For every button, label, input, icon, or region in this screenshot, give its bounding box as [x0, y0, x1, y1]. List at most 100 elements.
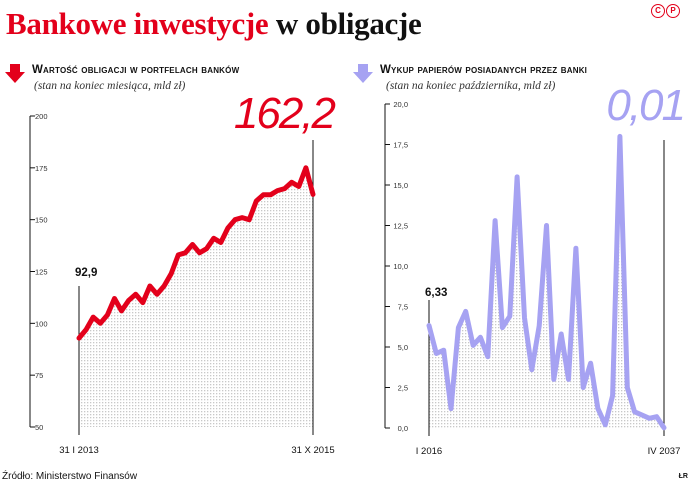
data-point	[574, 247, 577, 250]
data-point	[283, 187, 286, 190]
data-point	[633, 410, 636, 413]
y-tick-label: 7,5	[398, 303, 408, 312]
title-part-1: Bankowe inwestycje	[6, 6, 269, 41]
data-point	[297, 185, 300, 188]
data-point	[276, 189, 279, 192]
data-point	[582, 386, 585, 389]
data-point	[226, 227, 229, 229]
down-arrow-icon	[353, 64, 373, 83]
data-point	[523, 316, 526, 319]
data-point	[641, 414, 643, 416]
data-point	[198, 251, 201, 254]
y-tick-label: 175	[35, 164, 48, 173]
x-tick-label: I 2016	[416, 446, 442, 457]
data-point	[262, 193, 265, 196]
data-point	[501, 326, 504, 329]
data-point	[516, 175, 519, 178]
data-point	[212, 237, 215, 240]
y-tick-label: 50	[35, 423, 43, 432]
area-fill	[429, 136, 664, 428]
end-value-label: 162,2	[234, 89, 336, 138]
data-point	[611, 394, 614, 397]
series-line	[76, 165, 316, 341]
data-point	[486, 355, 489, 358]
data-point	[234, 218, 236, 221]
data-point	[618, 135, 621, 138]
data-point	[269, 193, 272, 196]
y-tick-label: 200	[35, 112, 48, 121]
right-chart-title: Wykup papierów posiadanych przez banki	[380, 64, 588, 76]
data-point	[163, 285, 166, 287]
x-tick-label: IV 2037	[648, 446, 681, 457]
data-point	[560, 333, 563, 335]
data-point	[78, 337, 80, 340]
data-point	[428, 324, 430, 327]
data-point	[219, 241, 222, 244]
data-point	[435, 352, 438, 355]
data-point	[106, 314, 109, 316]
data-point	[141, 301, 144, 304]
data-point	[450, 407, 452, 410]
data-point	[552, 378, 555, 381]
data-point	[589, 362, 592, 365]
start-value-label: 92,9	[75, 267, 97, 279]
data-point	[545, 224, 548, 227]
data-point	[648, 417, 651, 420]
y-tick-label: 5,0	[398, 343, 408, 352]
data-point	[530, 368, 533, 371]
y-tick-label: 150	[35, 216, 48, 225]
y-tick-label: 17,5	[393, 141, 408, 150]
data-point	[567, 378, 570, 381]
y-tick-label: 15,0	[393, 181, 408, 190]
data-point	[508, 315, 511, 318]
data-point	[148, 285, 151, 287]
data-point	[604, 423, 607, 426]
data-point	[304, 166, 307, 169]
down-arrow-icon	[5, 64, 25, 83]
data-point	[472, 344, 475, 347]
data-point	[92, 316, 95, 319]
left-chart-subtitle: (stan na koniec miesiąca, mld zł)	[34, 80, 186, 92]
author-initials: ŁR	[678, 473, 688, 480]
data-point	[170, 272, 173, 275]
data-point	[255, 200, 258, 202]
y-tick-label: 2,5	[398, 384, 408, 393]
data-point	[655, 415, 658, 418]
data-point	[156, 293, 158, 296]
right-chart-subtitle: (stan na koniec października, mld zł)	[386, 80, 556, 92]
left-line-chart: 50 75 100 125 150 175 200 92,9 162,2 31 I 2013 31 …	[29, 89, 338, 456]
data-point	[177, 253, 180, 256]
data-point	[290, 181, 293, 184]
x-tick-label: 31 X 2015	[291, 445, 334, 456]
data-point	[626, 386, 629, 389]
y-tick-label: 75	[35, 371, 43, 380]
data-point	[442, 349, 445, 352]
y-tick-label: 20,0	[393, 100, 408, 109]
data-point	[479, 336, 482, 339]
area-fill	[79, 167, 313, 428]
data-point	[248, 218, 251, 221]
data-point	[99, 322, 102, 325]
data-point	[85, 328, 88, 331]
data-point	[596, 407, 599, 410]
y-tick-label: 100	[35, 319, 48, 328]
logo-letter-p: P	[666, 4, 680, 18]
data-point	[464, 310, 467, 313]
data-point	[312, 193, 314, 196]
data-point	[205, 247, 208, 250]
data-point	[184, 251, 187, 254]
data-point	[113, 297, 116, 300]
data-point	[134, 293, 137, 296]
title-part-2: w obligacje	[275, 6, 422, 41]
data-point	[241, 216, 244, 219]
source-note: Źródło: Ministerstwo Finansów	[2, 471, 138, 482]
y-tick-label: 125	[35, 268, 48, 277]
left-chart-title: Wartość obligacji w portfelach banków	[32, 64, 240, 76]
y-tick-label: 12,5	[393, 222, 408, 231]
page-title: Bankowe inwestycje w obligacje	[6, 4, 422, 44]
data-point	[120, 309, 123, 312]
logo-letter-c: C	[651, 4, 665, 18]
data-point	[663, 426, 665, 429]
